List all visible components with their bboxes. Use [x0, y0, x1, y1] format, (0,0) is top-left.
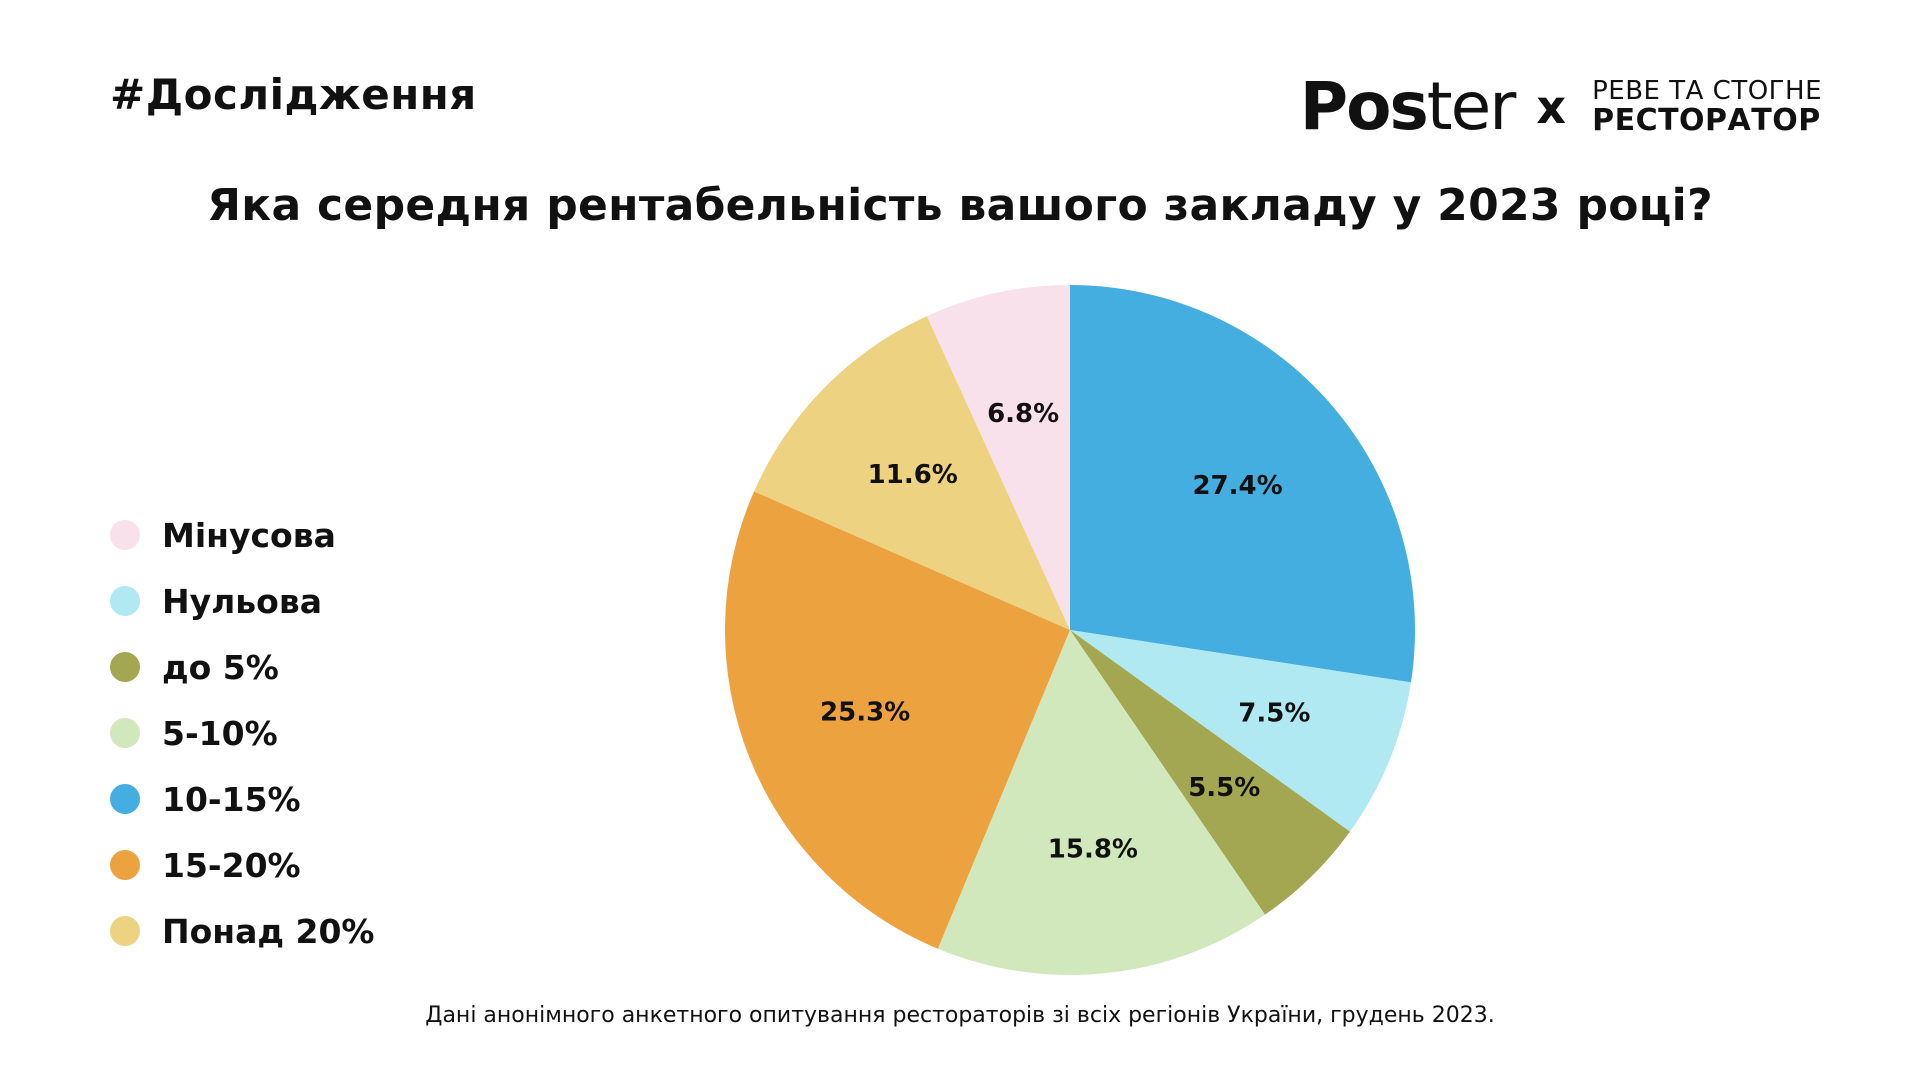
legend-item: Понад 20%: [110, 898, 375, 964]
partner-logo-top: РЕВЕ ТА СТОГНЕ: [1592, 75, 1822, 106]
chart-title: Яка середня рентабельність вашого заклад…: [207, 180, 1713, 231]
pie-slice-label: 6.8%: [987, 399, 1059, 429]
legend-swatch: [110, 850, 140, 880]
legend-item: 5-10%: [110, 700, 375, 766]
footnote: Дані анонімного анкетного опитування рес…: [425, 1003, 1495, 1028]
pie-slice-label: 11.6%: [868, 460, 958, 490]
legend-item: Нульова: [110, 568, 375, 634]
legend-swatch: [110, 586, 140, 616]
pie-slice: [1070, 630, 1411, 832]
pie-slice-label: 7.5%: [1238, 699, 1310, 729]
legend-label: 10-15%: [162, 779, 301, 819]
legend-label: 5-10%: [162, 713, 278, 753]
pie-chart-container: 27.4% 7.5% 5.5% 15.8% 25.3% 11.6% 6.8%: [700, 260, 1440, 1000]
legend-item: 15-20%: [110, 832, 375, 898]
partner-logo: РЕВЕ ТА СТОГНЕ РЕСТОРАТОР: [1592, 75, 1822, 138]
pie-slice: [937, 630, 1265, 976]
pie-slice: [1070, 285, 1416, 683]
legend-label: Понад 20%: [162, 911, 375, 951]
legend-item: Мінусова: [110, 502, 375, 568]
legend-label: 15-20%: [162, 845, 301, 885]
pie-slice: [926, 285, 1070, 630]
legend-item: 10-15%: [110, 766, 375, 832]
chart-legend: Мінусова Нульова до 5% 5-10% 10-15% 15-20% Пон…: [110, 502, 375, 964]
logo-separator: x: [1536, 80, 1567, 134]
poster-logo: Poster: [1300, 74, 1517, 140]
legend-swatch: [110, 916, 140, 946]
pie-slices: [724, 285, 1416, 976]
legend-swatch: [110, 784, 140, 814]
pie-labels: 27.4% 7.5% 5.5% 15.8% 25.3% 11.6% 6.8%: [820, 399, 1310, 864]
poster-logo-bold: Pos: [1299, 68, 1429, 145]
pie-chart: 27.4% 7.5% 5.5% 15.8% 25.3% 11.6% 6.8%: [724, 285, 1416, 976]
partner-logo-bottom: РЕСТОРАТОР: [1592, 102, 1821, 138]
legend-label: Мінусова: [162, 515, 336, 555]
pie-slice: [754, 316, 1070, 630]
legend-label: до 5%: [162, 647, 279, 687]
legend-label: Нульова: [162, 581, 322, 621]
brand-logo: Poster x РЕВЕ ТА СТОГНЕ РЕСТОРАТОР: [1300, 74, 1822, 140]
legend-swatch: [110, 718, 140, 748]
hashtag-heading: #Дослідження: [110, 70, 477, 119]
pie-slice: [724, 491, 1070, 949]
pie-slice: [1070, 630, 1350, 915]
pie-slice-label: 15.8%: [1048, 835, 1138, 865]
legend-swatch: [110, 520, 140, 550]
legend-swatch: [110, 652, 140, 682]
pie-slice-label: 5.5%: [1188, 773, 1260, 803]
pie-slice-label: 25.3%: [820, 697, 910, 727]
poster-logo-light: ter: [1426, 68, 1517, 145]
pie-slice-label: 27.4%: [1192, 471, 1282, 501]
legend-item: до 5%: [110, 634, 375, 700]
